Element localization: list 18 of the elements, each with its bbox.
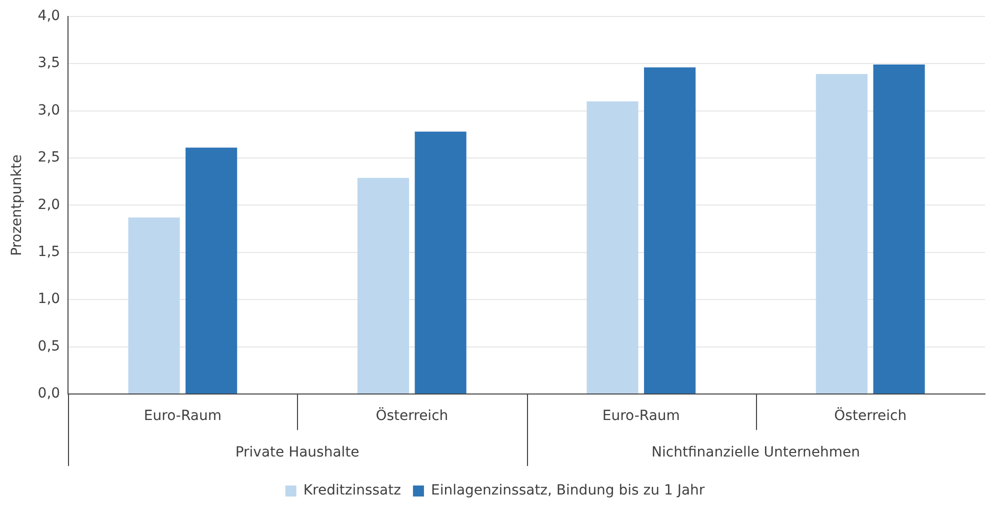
x-tick-label: Euro-Raum xyxy=(602,408,680,424)
y-tick-label: 2,5 xyxy=(38,150,60,166)
x-tick-label: Österreich xyxy=(834,407,907,424)
legend-label: Kreditzinssatz xyxy=(303,482,401,499)
y-tick-label: 0,5 xyxy=(38,338,60,354)
y-axis-title: Prozentpunkte xyxy=(9,154,26,256)
x-tick-label: Euro-Raum xyxy=(144,408,222,424)
y-tick-label: 3,0 xyxy=(38,102,60,118)
text: Nichtfinanzielle Unternehmen xyxy=(652,444,860,461)
legend-label: Einlagenzinssatz, Bindung bis zu 1 Jahr xyxy=(430,482,705,499)
y-tick-label: 0,0 xyxy=(38,386,60,402)
y-tick-label: 1,5 xyxy=(38,244,60,260)
y-tick-label: 4,0 xyxy=(38,8,60,24)
y-tick-label: 1,0 xyxy=(38,291,60,308)
y-tick-label: 2,0 xyxy=(38,196,60,213)
x-tick-label: Österreich xyxy=(376,407,448,424)
y-tick-label: 3,5 xyxy=(38,55,60,72)
text: Private Haushalte xyxy=(235,444,360,461)
